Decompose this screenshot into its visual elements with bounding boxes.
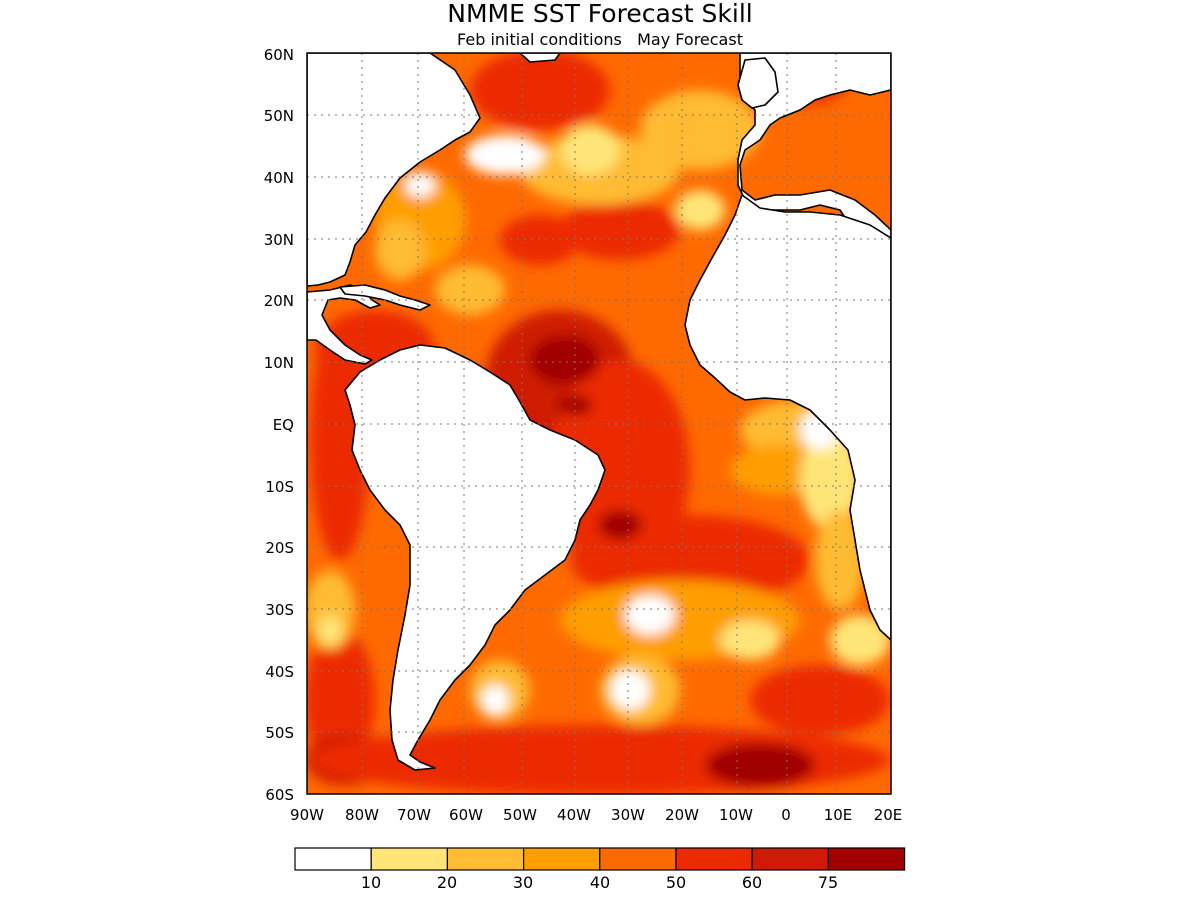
colorbar-label: 60 — [742, 873, 762, 892]
map-frame — [306, 52, 892, 795]
colorbar-label: 40 — [590, 873, 610, 892]
lat-label: 30N — [264, 231, 294, 249]
lon-label: 20E — [874, 806, 903, 824]
lat-label: 40N — [264, 169, 294, 187]
colorbar-swatch — [370, 847, 449, 871]
north-america — [307, 53, 481, 287]
lon-label: 30W — [611, 806, 645, 824]
colorbar-label: 50 — [666, 873, 686, 892]
colorbar-label: 10 — [361, 873, 381, 892]
colorbar-swatch — [827, 847, 906, 871]
colorbar-swatch — [675, 847, 753, 871]
lat-label: 20S — [265, 539, 294, 557]
lat-label: 20N — [264, 292, 294, 310]
map-subtitle: Feb initial conditions May Forecast — [457, 30, 743, 49]
lon-label: 60W — [449, 806, 483, 824]
map-title: NMME SST Forecast Skill — [447, 0, 752, 28]
lon-label: 90W — [290, 806, 324, 824]
europe — [737, 53, 891, 241]
lon-label: 80W — [345, 806, 379, 824]
colorbar: 10 20 30 40 50 60 75 — [294, 847, 906, 892]
lat-label: 50S — [265, 724, 294, 742]
colorbar-label: 75 — [818, 873, 838, 892]
lat-label: EQ — [273, 416, 294, 434]
lat-label: 50N — [264, 107, 294, 125]
colorbar-labels: 10 20 30 40 50 60 75 — [361, 873, 838, 892]
lat-label: 40S — [265, 663, 294, 681]
greenland-edge — [519, 53, 561, 63]
lon-label: 0 — [781, 806, 791, 824]
lat-label: 30S — [265, 601, 294, 619]
longitude-labels: 90W 80W 70W 60W 50W 40W 30W 20W 10W 0 10… — [290, 806, 902, 824]
lon-label: 70W — [397, 806, 431, 824]
colorbar-swatch — [751, 847, 830, 871]
south-america — [344, 344, 606, 771]
lon-label: 20W — [665, 806, 699, 824]
lat-label: 10S — [265, 478, 294, 496]
colorbar-swatch — [446, 847, 525, 871]
uk-ireland — [737, 57, 779, 109]
colorbar-swatch — [599, 847, 677, 871]
lat-label: 60S — [265, 786, 294, 804]
colorbar-label: 30 — [513, 873, 533, 892]
colorbar-swatches — [294, 847, 906, 871]
gridlines — [307, 53, 891, 794]
lat-label: 10N — [264, 354, 294, 372]
lat-label: 60N — [264, 46, 294, 64]
lon-label: 40W — [557, 806, 591, 824]
colorbar-swatch — [294, 847, 372, 871]
lon-label: 10E — [824, 806, 853, 824]
colorbar-label: 20 — [437, 873, 457, 892]
lon-label: 10W — [719, 806, 753, 824]
latitude-labels: 60N 50N 40N 30N 20N 10N EQ 10S 20S 30S 4… — [264, 46, 294, 804]
colorbar-swatch — [522, 847, 601, 871]
lon-label: 50W — [503, 806, 537, 824]
map-panel — [307, 53, 891, 794]
